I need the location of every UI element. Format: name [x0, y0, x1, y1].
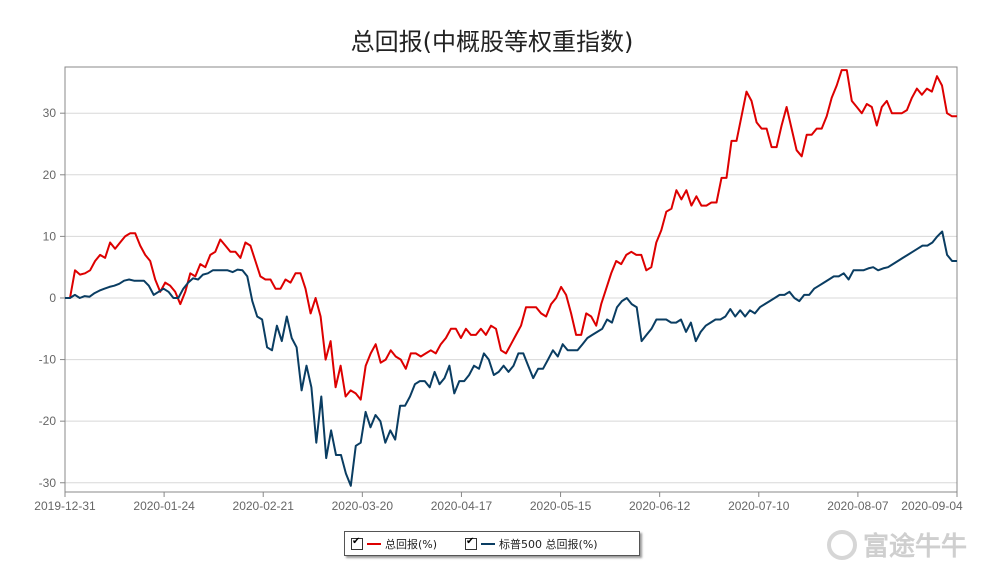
legend-checkbox-total-return[interactable] — [351, 536, 363, 550]
x-tick-label: 2020-08-07 — [827, 499, 889, 513]
x-tick-label: 2019-12-31 — [34, 499, 96, 513]
legend-checkbox-sp500[interactable] — [465, 536, 478, 550]
y-tick-label: -10 — [39, 353, 57, 367]
futu-watermark: 富途牛牛 — [826, 526, 967, 563]
y-tick-label: 30 — [43, 106, 57, 120]
legend-label-sp500: 标普500 总回报(%) — [499, 537, 598, 551]
plot-area-border — [64, 66, 958, 493]
chart-legend: 总回报(%) 标普500 总回报(%) — [344, 531, 640, 556]
y-tick-label: 20 — [43, 168, 57, 182]
x-axis: 2019-12-31 2020-01-24 2020-02-21 2020-03-20… — [34, 492, 963, 513]
x-tick-label: 2020-07-10 — [728, 499, 790, 513]
y-axis: 30 20 10 0 -10 -20 -30 — [39, 106, 65, 490]
series-line-sp500 — [65, 230, 957, 487]
legend-label-total-return: 总回报(%) — [385, 537, 438, 551]
series-line-total-return — [65, 69, 957, 401]
watermark-text: 富途牛牛 — [862, 532, 967, 562]
y-tick-label: -20 — [39, 414, 57, 428]
x-tick-label: 2020-09-04 — [901, 499, 963, 513]
y-tick-label: 0 — [49, 291, 56, 305]
legend-item-sp500-total-return[interactable]: 标普500 总回报(%) — [465, 536, 598, 552]
series-lines — [65, 69, 957, 487]
y-tick-label: -30 — [39, 476, 57, 490]
legend-swatch-blue — [481, 542, 496, 545]
chart-title: 总回报(中概股等权重指数) — [351, 28, 634, 56]
futu-logo-icon — [826, 529, 857, 560]
x-tick-label: 2020-01-24 — [133, 499, 195, 513]
legend-swatch-red — [367, 542, 381, 545]
y-tick-label: 10 — [43, 229, 57, 243]
x-tick-label: 2020-03-20 — [332, 499, 394, 513]
x-tick-label: 2020-04-17 — [431, 499, 493, 513]
grid-lines — [65, 112, 957, 484]
x-tick-label: 2020-06-12 — [629, 499, 691, 513]
x-tick-label: 2020-02-21 — [233, 499, 295, 513]
legend-item-total-return[interactable]: 总回报(%) — [351, 536, 437, 552]
x-tick-label: 2020-05-15 — [530, 499, 592, 513]
